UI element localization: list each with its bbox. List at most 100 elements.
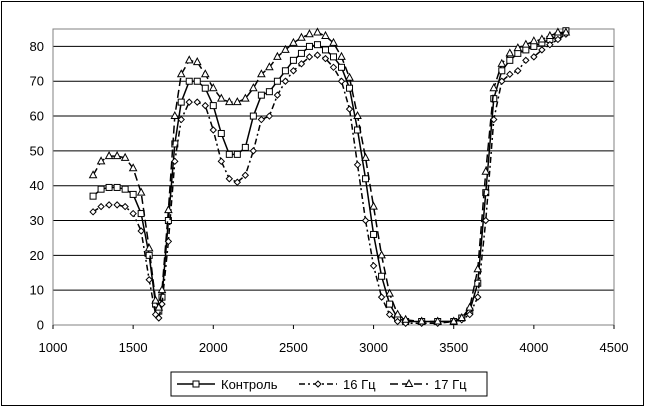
data-point <box>289 67 298 75</box>
data-point <box>554 35 562 44</box>
data-point <box>249 83 258 92</box>
data-point <box>225 175 234 183</box>
data-point <box>514 67 522 75</box>
data-point <box>171 140 179 148</box>
data-point <box>538 46 546 54</box>
legend-label: 16 Гц <box>343 377 376 392</box>
data-point <box>337 77 346 85</box>
data-point <box>289 56 297 64</box>
data-point <box>257 69 266 78</box>
data-point <box>129 190 137 198</box>
data-point <box>346 84 354 92</box>
data-point <box>193 77 201 85</box>
data-point <box>530 53 538 61</box>
data-point <box>417 316 426 325</box>
data-point <box>144 243 154 252</box>
data-point <box>113 201 121 209</box>
data-point <box>185 77 193 85</box>
data-point <box>498 67 506 75</box>
legend-item: Контроль <box>177 377 278 392</box>
data-point <box>217 157 226 166</box>
data-point <box>377 293 386 301</box>
data-point <box>155 314 163 322</box>
legend: Контроль 16 Гц 17 Гц <box>170 371 488 397</box>
data-point <box>370 230 378 238</box>
legend-item: 17 Гц <box>390 377 467 392</box>
data-point <box>209 102 217 110</box>
data-point <box>345 72 354 81</box>
data-point <box>385 310 394 319</box>
plot-area <box>52 28 615 326</box>
data-point <box>466 310 474 319</box>
data-point <box>338 63 346 71</box>
data-point <box>112 151 122 160</box>
data-point <box>482 216 490 225</box>
data-point <box>184 55 194 64</box>
series-3 <box>88 27 571 325</box>
data-point <box>176 69 186 78</box>
data-point <box>385 288 394 297</box>
data-point <box>281 67 289 75</box>
data-point <box>233 178 242 186</box>
legend-item: 16 Гц <box>299 377 376 392</box>
data-point <box>313 27 322 36</box>
data-point <box>353 111 362 120</box>
data-point <box>522 56 530 65</box>
data-point <box>217 129 225 137</box>
data-point <box>273 51 282 60</box>
data-point <box>377 250 386 259</box>
data-point <box>145 276 153 284</box>
data-point <box>216 93 226 102</box>
data-point <box>121 185 129 193</box>
data-point <box>164 217 172 225</box>
data-point <box>345 105 354 113</box>
data-point <box>136 187 146 196</box>
data-point <box>257 91 265 99</box>
data-point <box>164 205 173 214</box>
legend-marker <box>404 378 414 387</box>
data-point <box>201 84 209 92</box>
data-point <box>378 272 386 280</box>
data-point <box>151 295 160 304</box>
data-point <box>241 93 250 102</box>
data-point <box>386 300 394 308</box>
data-point <box>474 279 482 287</box>
data-point <box>449 316 459 325</box>
data-point <box>97 202 105 211</box>
data-point <box>233 150 241 158</box>
data-point <box>522 46 530 54</box>
data-point <box>96 156 106 165</box>
data-point <box>433 316 443 325</box>
data-point <box>104 151 114 160</box>
data-point <box>157 285 167 294</box>
data-point <box>257 115 266 124</box>
data-point <box>171 157 179 166</box>
x-tick-label: 2000 <box>199 340 228 355</box>
data-point <box>521 39 531 48</box>
data-point <box>313 51 322 59</box>
data-point <box>361 152 370 161</box>
data-point <box>201 101 209 110</box>
data-point <box>192 57 202 66</box>
data-point <box>553 27 563 36</box>
x-tick-label: 3500 <box>439 340 468 355</box>
legend-marker <box>192 380 200 388</box>
data-point <box>170 111 180 120</box>
data-point <box>473 264 483 273</box>
data-point <box>265 62 274 71</box>
data-point <box>546 40 554 49</box>
data-point <box>158 300 166 308</box>
data-point <box>465 302 475 311</box>
data-point <box>530 42 538 50</box>
data-point <box>369 262 378 270</box>
data-point <box>497 58 507 67</box>
data-point <box>401 314 410 323</box>
data-point <box>361 216 370 225</box>
data-point <box>224 97 234 106</box>
y-tick-label: 20 <box>30 248 44 263</box>
grid-lines <box>52 29 614 326</box>
data-point <box>209 126 217 134</box>
data-point <box>321 54 330 63</box>
data-point <box>177 98 185 106</box>
data-point <box>88 170 98 179</box>
